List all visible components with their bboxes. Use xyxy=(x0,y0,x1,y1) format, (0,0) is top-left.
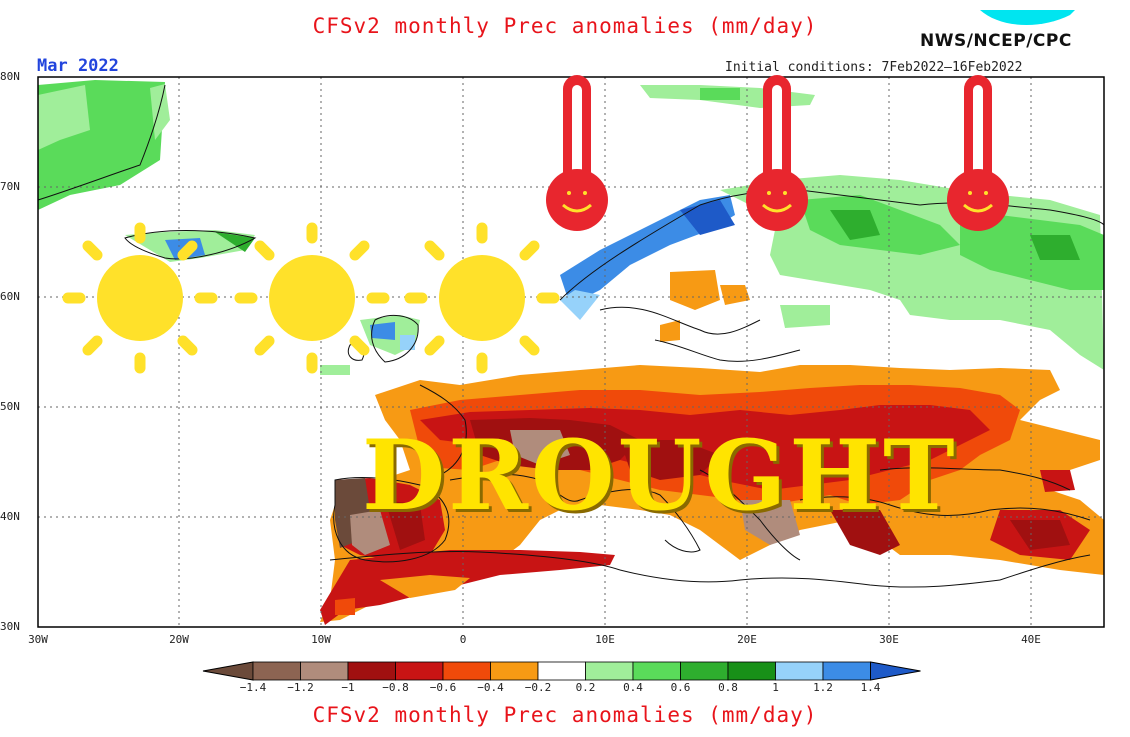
lat-label: 40N xyxy=(0,510,20,523)
sun-icon xyxy=(404,222,560,374)
colorbar-segment xyxy=(300,661,349,681)
coastlines xyxy=(37,84,1105,588)
lon-label: 20E xyxy=(737,633,757,646)
map-gridlines xyxy=(38,77,1104,627)
colorbar-tick-label: −1.2 xyxy=(287,681,314,694)
chart-title: CFSv2 monthly Prec anomalies (mm/day) xyxy=(312,14,818,38)
iberia-dry-anomaly xyxy=(335,478,445,560)
colorbar-segment xyxy=(442,661,491,681)
lon-label: 20W xyxy=(169,633,189,646)
thermometer-icon xyxy=(947,75,1009,231)
initial-conditions-label: Initial conditions: 7Feb2022–16Feb2022 xyxy=(725,60,1023,75)
lat-label: 50N xyxy=(0,400,20,413)
thermometer-icon xyxy=(546,75,608,231)
colorbar-tick-label: −1 xyxy=(341,681,355,694)
noaa-logo-icon xyxy=(980,10,1075,26)
colorbar-segment xyxy=(822,661,871,681)
scandinavia-dry-anomaly xyxy=(660,270,830,342)
colorbar-tick-label: −1.4 xyxy=(239,681,267,694)
colorbar-segment xyxy=(537,661,586,681)
colorbar-tick-label: 0.8 xyxy=(718,681,738,694)
colorbar-tick-label: −0.8 xyxy=(382,681,409,694)
colorbar-segment xyxy=(395,661,444,681)
colorbar-segment xyxy=(252,661,301,681)
lat-label: 60N xyxy=(0,290,20,303)
colorbar-tick-label: 0.2 xyxy=(575,681,596,694)
colorbar-segment xyxy=(775,661,824,681)
colorbar-segment xyxy=(585,661,634,681)
lon-label: 30E xyxy=(879,633,899,646)
colorbar-tick-label: −0.4 xyxy=(477,681,504,694)
north-africa-dry-anomaly xyxy=(320,550,615,625)
colorbar-segment xyxy=(202,661,254,681)
colorbar-tick-label: 0.4 xyxy=(623,681,643,694)
colorbar-segment xyxy=(727,661,776,681)
colorbar-segment xyxy=(870,661,921,681)
lat-label: 30N xyxy=(0,620,20,633)
colorbar-segment xyxy=(347,661,396,681)
forecast-month-label: Mar 2022 xyxy=(37,56,119,76)
greenland-anomaly xyxy=(38,80,170,210)
colorbar-segment xyxy=(490,661,539,681)
drought-overlay-text: DROUGHT xyxy=(362,419,958,532)
northeast-wet-anomaly xyxy=(640,85,1104,370)
colorbar-tick-label: −0.2 xyxy=(524,681,552,694)
sun-icon xyxy=(234,222,390,374)
colorbar-tick-label: 1 xyxy=(772,681,779,694)
lon-label: 0 xyxy=(459,633,467,646)
colorbar-tick-label: −0.6 xyxy=(429,681,457,694)
sun-icon xyxy=(62,222,218,374)
colorbar-segment xyxy=(680,661,729,681)
southern-europe-dry-anomaly xyxy=(320,365,1104,622)
thermometer-icon xyxy=(746,75,808,231)
lat-label: 70N xyxy=(0,180,20,193)
lon-label: 10W xyxy=(311,633,331,646)
agency-label: NWS/NCEP/CPC xyxy=(920,31,1072,51)
colorbar-title: CFSv2 monthly Prec anomalies (mm/day) xyxy=(312,703,818,727)
colorbar-tick-label: 1.2 xyxy=(813,681,833,694)
lon-label: 10E xyxy=(595,633,615,646)
lon-label: 30W xyxy=(28,633,48,646)
lat-label: 80N xyxy=(0,70,20,83)
colorbar-tick-label: 1.4 xyxy=(860,681,881,694)
colorbar xyxy=(202,661,921,681)
colorbar-segment xyxy=(632,661,681,681)
lon-label: 40E xyxy=(1021,633,1041,646)
colorbar-tick-label: 0.6 xyxy=(670,681,691,694)
uk-anomaly xyxy=(320,315,420,375)
